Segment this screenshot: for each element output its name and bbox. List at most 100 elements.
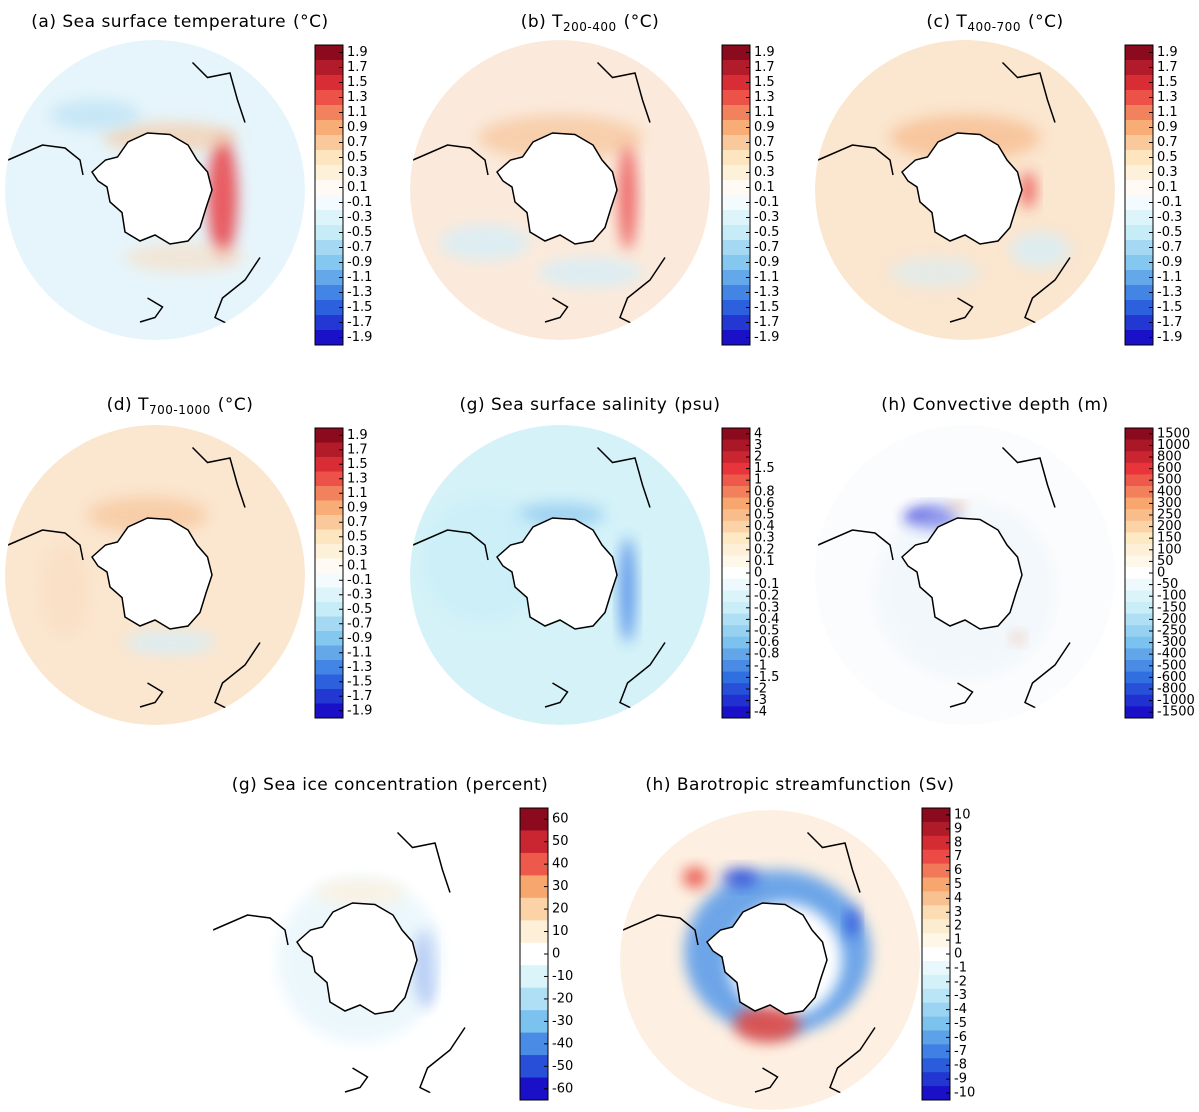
colorbar-label: -800: [1157, 682, 1187, 697]
title-subscript: 400-700: [967, 20, 1021, 34]
colorbar-segment: [1125, 660, 1153, 673]
colorbar-segment: [922, 863, 950, 879]
colorbar-segment: [1125, 474, 1153, 487]
colorbar-segment: [520, 920, 548, 944]
colorbar-label: -0.5: [1157, 225, 1182, 240]
colorbar-segment: [1125, 625, 1153, 638]
coastline: [949, 682, 974, 708]
colorbar-label: 0.1: [754, 180, 775, 195]
colorbar-segment: [922, 891, 950, 906]
colorbar-segment: [722, 439, 750, 452]
colorbar-segment: [1125, 105, 1153, 121]
colorbar-segment: [1125, 555, 1153, 568]
anomaly-field: [734, 1006, 800, 1043]
colorbar-label: -1.7: [347, 689, 372, 704]
title-text: (a) Sea surface temperature: [31, 12, 286, 32]
colorbar-label: 1: [954, 933, 962, 948]
colorbar-segment: [722, 567, 750, 580]
title-text: (g) Sea surface salinity: [460, 395, 668, 415]
colorbar-segment: [315, 90, 343, 106]
colorbar-segment: [1125, 195, 1153, 211]
colorbar-label: 50: [1157, 554, 1174, 569]
colorbar-label: -150: [1157, 600, 1187, 615]
colorbar-label: -1.7: [1157, 315, 1182, 330]
colorbar-frame: [1124, 44, 1154, 346]
colorbar-label: 1.3: [1157, 90, 1178, 105]
map: [410, 425, 710, 725]
colorbar-label: 0: [552, 947, 560, 962]
coastline: [817, 144, 894, 176]
anomaly-field: [620, 537, 635, 643]
colorbar-segment: [722, 165, 750, 181]
colorbar-label: 0.3: [347, 165, 368, 180]
colorbar-label: -8: [954, 1058, 967, 1073]
colorbar-segment: [722, 210, 750, 226]
colorbar-segment: [315, 285, 343, 301]
colorbar-label: 1.9: [1157, 45, 1178, 60]
colorbar-label: 0.5: [347, 529, 368, 544]
colorbar-segment: [1125, 165, 1153, 181]
colorbar-segment: [315, 631, 343, 646]
title-text: (h) Barotropic streamfunction: [645, 775, 911, 795]
colorbar-label: 0.3: [347, 544, 368, 559]
coastline: [596, 61, 651, 123]
panel: (d) T700-1000 (°C)1.91.71.51.31.10.90.70.…: [5, 395, 372, 725]
colorbar-label: 1.7: [347, 442, 368, 457]
colorbar-segment: [922, 1086, 950, 1101]
colorbar-segment: [315, 471, 343, 487]
colorbar-segment: [1125, 636, 1153, 649]
colorbar-label: -0.1: [1157, 195, 1182, 210]
colorbar-segment: [315, 60, 343, 76]
colorbar-segment: [315, 270, 343, 286]
colorbar-segment: [722, 60, 750, 76]
colorbar-label: 10: [552, 924, 569, 939]
colorbar-segment: [1125, 315, 1153, 331]
colorbar-label: 1.7: [754, 60, 775, 75]
colorbar-segment: [1125, 486, 1153, 499]
colorbar-label: -1.9: [347, 703, 372, 718]
colorbar-segment: [315, 428, 343, 443]
colorbar-label: 1.5: [754, 461, 775, 476]
coastline: [1001, 61, 1056, 123]
colorbar-label: 0.9: [1157, 120, 1178, 135]
colorbar-segment: [315, 500, 343, 516]
colorbar-label: 500: [1157, 473, 1182, 488]
title-units: (psu): [674, 395, 720, 415]
colorbar-label: -600: [1157, 670, 1187, 685]
colorbar-label: 100: [1157, 542, 1182, 557]
colorbar-label: 4: [954, 891, 962, 906]
colorbar-label: 150: [1157, 531, 1182, 546]
colorbar-segment: [922, 877, 950, 892]
colorbar-label: -0.3: [754, 600, 779, 615]
colorbar-segment: [315, 645, 343, 661]
colorbar-label: -1.9: [1157, 330, 1182, 345]
anomaly-field: [440, 224, 530, 261]
colorbar-label: 1.1: [754, 105, 775, 120]
panel: (g) Sea surface salinity (psu)4321.510.80…: [410, 395, 779, 725]
panel-title: (b) T200-400 (°C): [521, 12, 660, 34]
colorbar-segment: [1125, 120, 1153, 136]
colorbar-label: 1.5: [1157, 75, 1178, 90]
anomaly-field: [683, 867, 707, 888]
title-units: (°C): [1028, 12, 1064, 32]
colorbar-label: 1.7: [1157, 60, 1178, 75]
anomaly-field: [537, 257, 643, 288]
colorbar-label: -9: [954, 1072, 967, 1087]
colorbar-label: 0.1: [754, 554, 775, 569]
colorbar-label: 0.5: [1157, 150, 1178, 165]
coastline: [412, 529, 489, 561]
colorbar-label: 0.4: [754, 519, 775, 534]
antarctica: [706, 902, 828, 1015]
colorbar-label: -3: [754, 693, 767, 708]
colorbar-label: -6: [954, 1030, 967, 1045]
title-units: (°C): [293, 12, 329, 32]
coastline: [596, 446, 651, 508]
colorbar-label: 1.9: [347, 45, 368, 60]
colorbar-label: 6: [954, 863, 962, 878]
panel-title: (c) T400-700 (°C): [926, 12, 1063, 34]
colorbar-label: -1.1: [1157, 270, 1182, 285]
colorbar-label: 0.7: [347, 135, 368, 150]
colorbar-segment: [722, 315, 750, 331]
colorbar-label: 300: [1157, 496, 1182, 511]
colorbar-segment: [1125, 135, 1153, 151]
